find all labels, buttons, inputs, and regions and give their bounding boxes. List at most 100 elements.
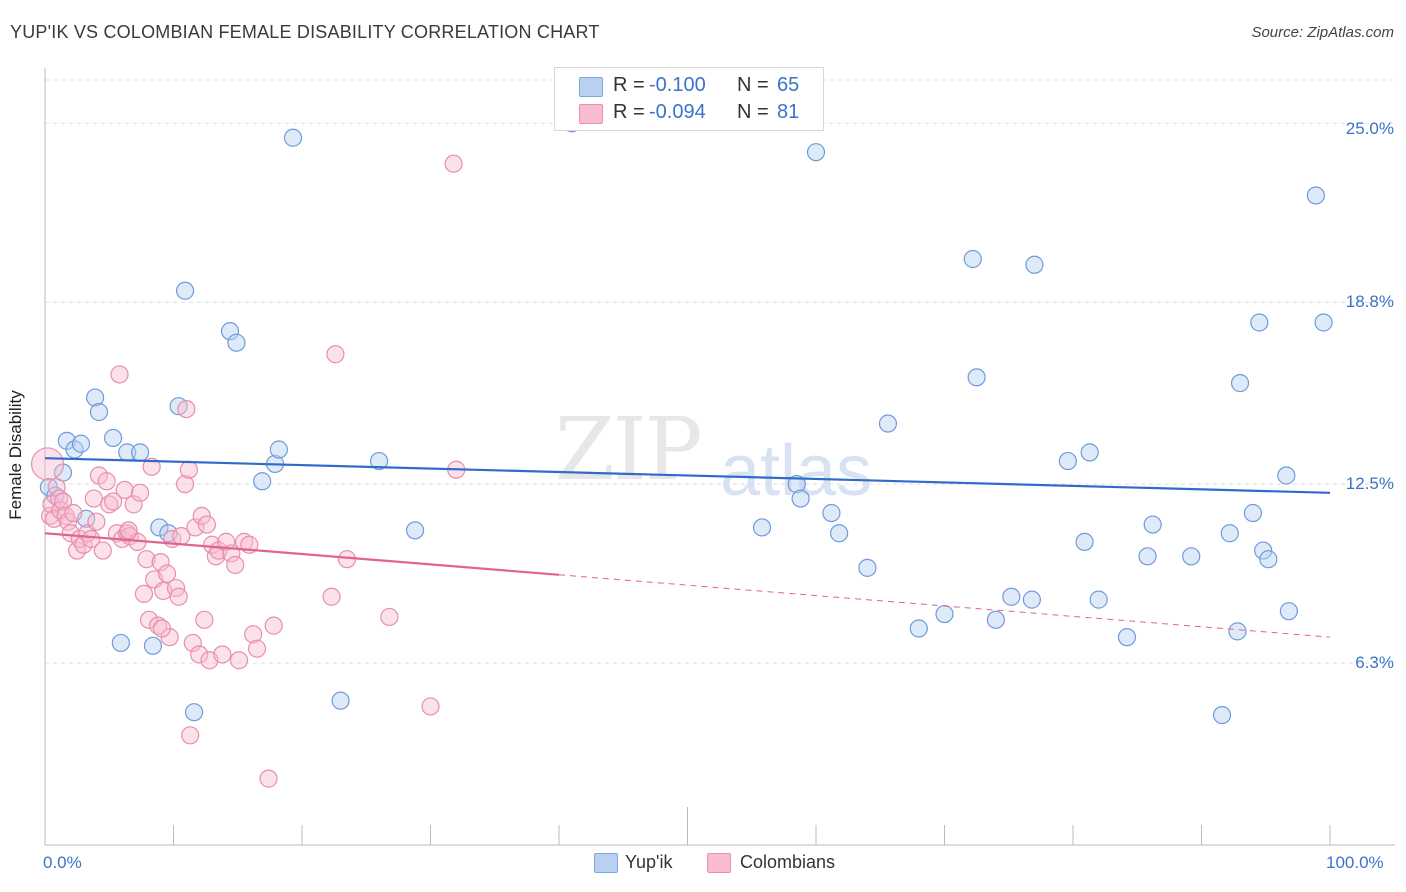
colombians-point-80 bbox=[152, 619, 172, 638]
colombians-point-21 bbox=[97, 472, 116, 491]
yupik-point-41 bbox=[986, 610, 1006, 629]
colombians-point-17 bbox=[84, 489, 103, 508]
y-tick-label-0: 6.3% bbox=[1355, 653, 1394, 673]
yupik-point-60 bbox=[1259, 550, 1278, 569]
yupik-point-53 bbox=[1212, 705, 1232, 725]
yupik-point-35 bbox=[858, 558, 877, 577]
yupik-point-44 bbox=[1025, 255, 1044, 274]
yupik-point-42 bbox=[1002, 587, 1021, 606]
legend-r-label-yupik: R = bbox=[613, 74, 645, 96]
yupik-point-33 bbox=[822, 503, 841, 523]
legend-bottom-swatch-colombians bbox=[707, 853, 731, 873]
colombians-point-71 bbox=[264, 616, 283, 635]
colombians-point-49 bbox=[179, 460, 199, 479]
yupik-point-23 bbox=[269, 440, 288, 459]
yupik-point-58 bbox=[1250, 313, 1269, 332]
colombians-point-18 bbox=[87, 512, 106, 531]
colombians-point-41 bbox=[157, 564, 177, 583]
yupik-point-43 bbox=[1022, 590, 1041, 609]
x-tick-label-max: 100.0% bbox=[1326, 853, 1384, 872]
yupik-point-45 bbox=[1058, 451, 1077, 471]
yupik-point-14 bbox=[150, 518, 169, 537]
colombians-point-77 bbox=[444, 154, 463, 173]
yupik-point-5 bbox=[71, 434, 91, 453]
colombians-point-32 bbox=[130, 483, 150, 502]
yupik-point-59 bbox=[1254, 541, 1273, 560]
yupik-point-64 bbox=[1314, 313, 1333, 332]
yupik-point-51 bbox=[1143, 515, 1162, 534]
colombians-trend-line bbox=[44, 532, 560, 576]
colombians-point-33 bbox=[134, 584, 154, 603]
yupik-point-48 bbox=[1089, 590, 1108, 609]
legend-bottom-swatch-yupik bbox=[594, 853, 618, 873]
yupik-point-34 bbox=[830, 524, 849, 543]
watermark-zip: ZIP bbox=[555, 400, 703, 500]
yupik-point-40 bbox=[967, 368, 986, 387]
colombians-point-62 bbox=[217, 532, 236, 551]
colombians-point-20 bbox=[93, 541, 112, 560]
colombians-point-65 bbox=[229, 651, 249, 670]
colombians-point-75 bbox=[380, 607, 399, 627]
yupik-point-20 bbox=[227, 333, 246, 352]
colombians-point-70 bbox=[259, 769, 278, 788]
yupik-point-55 bbox=[1228, 622, 1247, 641]
yupik-point-46 bbox=[1075, 532, 1094, 551]
yupik-point-39 bbox=[963, 249, 982, 269]
colombians-point-79 bbox=[119, 521, 138, 540]
legend-item-yupik: Yup'ik bbox=[594, 852, 672, 873]
colombians-point-9 bbox=[59, 512, 78, 531]
yupik-point-21 bbox=[253, 472, 272, 491]
yupik-point-7 bbox=[86, 388, 105, 407]
colombians-point-55 bbox=[195, 610, 214, 629]
yupik-point-8 bbox=[89, 402, 109, 422]
colombians-point-61 bbox=[213, 645, 232, 664]
legend-r-value-colombians: -0.094 bbox=[649, 101, 706, 123]
legend-n-label-colombians: N = bbox=[737, 101, 769, 123]
yupik-point-38 bbox=[935, 604, 954, 624]
legend-bottom-label-colombians: Colombians bbox=[740, 852, 836, 872]
yupik-point-12 bbox=[130, 443, 150, 462]
colombians-point-36 bbox=[142, 457, 161, 476]
yupik-point-25 bbox=[331, 691, 350, 710]
yupik-point-10 bbox=[111, 633, 130, 653]
colombians-point-0 bbox=[30, 447, 65, 481]
colombians-point-68 bbox=[244, 625, 263, 644]
colombians-point-11 bbox=[64, 503, 83, 523]
colombians-point-76 bbox=[421, 697, 440, 716]
yupik-point-56 bbox=[1230, 374, 1250, 393]
yupik-point-26 bbox=[370, 451, 389, 471]
yupik-point-19 bbox=[220, 322, 240, 341]
y-tick-label-2: 18.8% bbox=[1345, 292, 1394, 312]
colombians-point-39 bbox=[151, 552, 170, 572]
colombians-point-52 bbox=[186, 518, 205, 537]
y-tick-label-3: 25.0% bbox=[1345, 119, 1394, 139]
yupik-point-18 bbox=[184, 703, 204, 722]
yupik-point-49 bbox=[1117, 628, 1137, 647]
colombians-point-16 bbox=[82, 529, 101, 549]
legend-n-label-yupik: N = bbox=[737, 74, 769, 96]
colombians-point-30 bbox=[124, 495, 143, 514]
yupik-point-31 bbox=[787, 475, 806, 494]
colombians-point-73 bbox=[326, 345, 345, 364]
correlation-legend: R = -0.100 N = 65 R = -0.094 N = 81 bbox=[554, 67, 824, 131]
yupik-point-63 bbox=[1306, 186, 1325, 205]
colombians-point-51 bbox=[183, 633, 202, 653]
colombians-point-69 bbox=[247, 639, 267, 658]
yupik-point-32 bbox=[791, 489, 810, 508]
colombians-point-72 bbox=[322, 587, 341, 606]
colombians-point-50 bbox=[181, 726, 200, 745]
colombians-point-35 bbox=[139, 610, 159, 629]
colombians-point-53 bbox=[190, 645, 209, 664]
yupik-point-30 bbox=[752, 518, 772, 537]
yupik-trend-line bbox=[44, 457, 1331, 494]
yupik-point-47 bbox=[1080, 443, 1099, 462]
yupik-point-50 bbox=[1138, 547, 1157, 566]
legend-n-value-yupik: 65 bbox=[777, 74, 800, 96]
source-label: Source: ZipAtlas.com bbox=[1251, 24, 1394, 41]
legend-item-colombians: Colombians bbox=[707, 852, 835, 873]
legend-swatch-yupik bbox=[579, 77, 603, 97]
colombians-trend-line-extension bbox=[558, 574, 1331, 638]
colombians-point-25 bbox=[110, 365, 129, 384]
yupik-point-52 bbox=[1182, 547, 1201, 566]
